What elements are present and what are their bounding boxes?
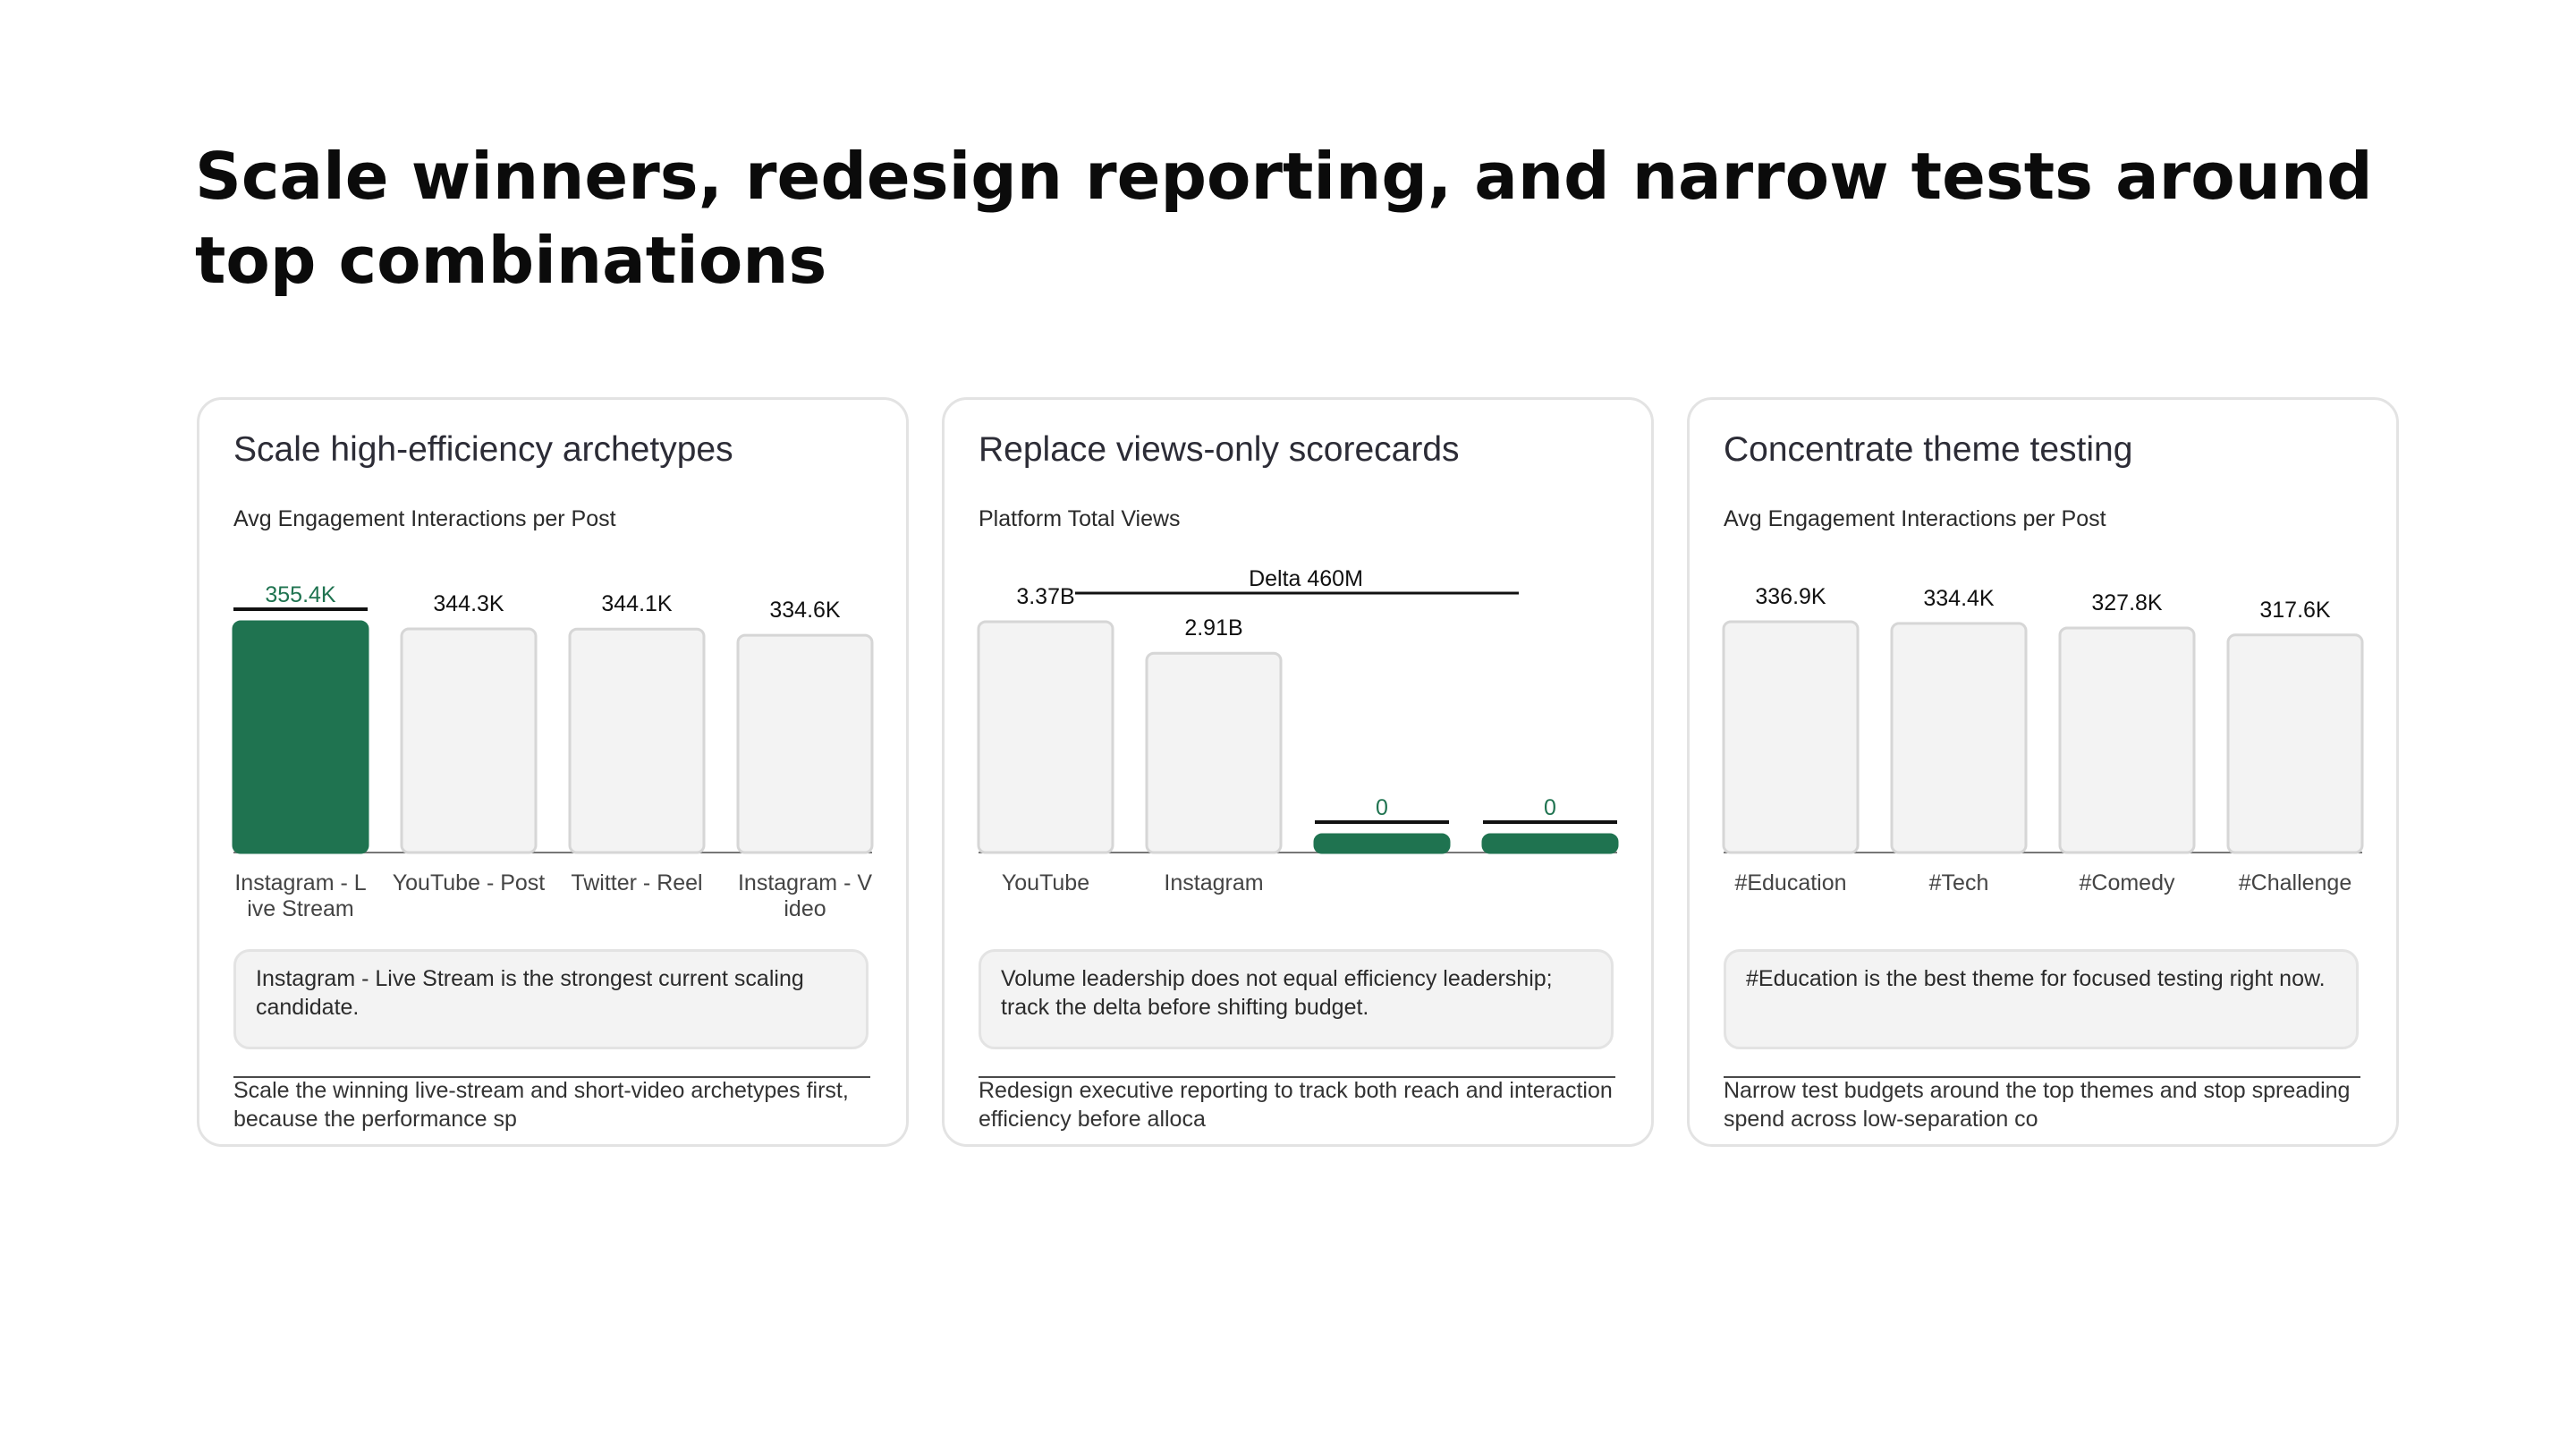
x-tick-label: Instagram - L xyxy=(234,870,366,895)
bar-chart-engagement-themes: 336.9K #Education 334.4K #Tech 327.8K #Comedy… xyxy=(1722,584,2364,895)
bar-chart-engagement-archetypes: 355.4K Instagram - Live Stream 344.3K YouTu… xyxy=(232,582,874,921)
x-tick-label: YouTube - Post xyxy=(393,870,546,895)
chart-title: Avg Engagement Interactions per Post xyxy=(1724,506,2106,531)
x-tick-label: ideo xyxy=(784,896,826,921)
data-label: 0 xyxy=(1544,795,1556,820)
x-tick-label: Instagram xyxy=(1164,870,1263,895)
data-label: 336.9K xyxy=(1755,584,1826,609)
data-label: 317.6K xyxy=(2259,598,2331,623)
data-label: 0 xyxy=(1376,795,1388,820)
card-scale-archetypes: Scale high-efficiency archetypes Avg Eng… xyxy=(197,397,909,1147)
footer-divider xyxy=(979,1076,1615,1078)
callout-box: #Education is the best theme for focused… xyxy=(1724,949,2359,1049)
data-label: 355.4K xyxy=(265,582,336,607)
x-tick-label: Instagram - V xyxy=(738,870,872,895)
x-tick-label: YouTube xyxy=(1002,870,1089,895)
card-footer-text: Scale the winning live-stream and short-… xyxy=(233,1078,849,1132)
delta-annotation: Delta 460M xyxy=(1249,566,1363,591)
chart-title: Platform Total Views xyxy=(979,506,1181,531)
bar xyxy=(2226,633,2364,854)
card-replace-scorecards: Replace views-only scorecards Platform T… xyxy=(942,397,1654,1147)
bar xyxy=(1313,833,1451,854)
bar xyxy=(2058,626,2196,854)
data-label: 334.4K xyxy=(1923,586,1995,611)
bar xyxy=(977,620,1114,854)
bar xyxy=(1890,622,2028,854)
bar xyxy=(1722,620,1860,854)
card-theme-testing: Concentrate theme testing Avg Engagement… xyxy=(1687,397,2399,1147)
footer-divider xyxy=(1724,1076,2360,1078)
bar xyxy=(1145,651,1283,854)
bar-chart-platform-views: 3.37B YouTube 2.91B Instagram 0 0 Delta 460M xyxy=(977,566,1619,895)
x-tick-label: #Challenge xyxy=(2239,870,2352,895)
data-label: 2.91B xyxy=(1184,615,1242,641)
bar xyxy=(232,620,369,854)
x-tick-label: #Comedy xyxy=(2080,870,2175,895)
x-tick-label: #Tech xyxy=(1929,870,1989,895)
card-heading: Replace views-only scorecards xyxy=(979,430,1460,469)
data-label: 3.37B xyxy=(1016,584,1074,609)
x-tick-label: ive Stream xyxy=(247,896,353,921)
card-footer-text: Redesign executive reporting to track bo… xyxy=(979,1078,1613,1132)
bar xyxy=(568,627,706,854)
card-heading: Scale high-efficiency archetypes xyxy=(233,430,733,469)
card-heading: Concentrate theme testing xyxy=(1724,430,2133,469)
bar xyxy=(1481,833,1619,854)
page-title: Scale winners, redesign reporting, and n… xyxy=(195,139,2373,298)
data-label: 344.3K xyxy=(433,591,504,616)
card-footer-text: Narrow test budgets around the top theme… xyxy=(1724,1078,2351,1132)
bar xyxy=(400,627,538,854)
data-label: 327.8K xyxy=(2091,590,2163,615)
bar xyxy=(736,633,874,854)
x-tick-label: #Education xyxy=(1734,870,1846,895)
callout-box: Instagram - Live Stream is the strongest… xyxy=(233,949,869,1049)
data-label: 334.6K xyxy=(769,598,841,623)
x-tick-label: Twitter - Reel xyxy=(571,870,702,895)
chart-title: Avg Engagement Interactions per Post xyxy=(233,506,616,531)
callout-box: Volume leadership does not equal efficie… xyxy=(979,949,1614,1049)
data-label: 344.1K xyxy=(601,591,673,616)
footer-divider xyxy=(233,1076,870,1078)
